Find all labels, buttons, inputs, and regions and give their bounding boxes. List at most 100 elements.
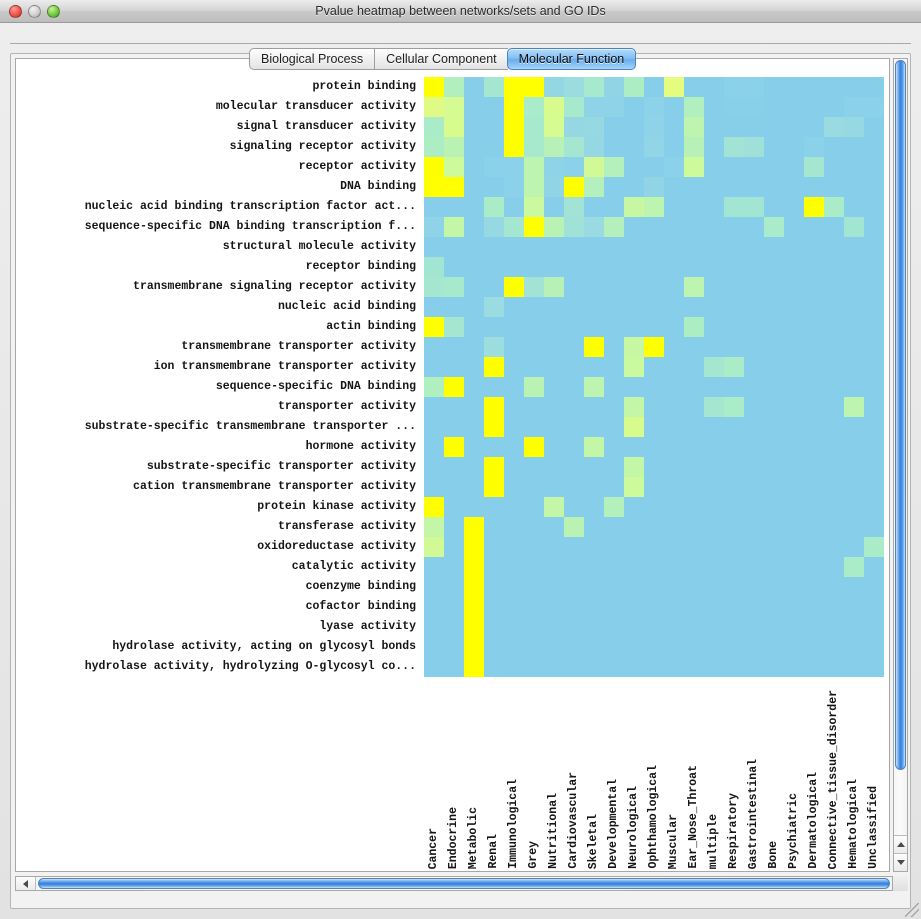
- heatmap-cell[interactable]: [624, 157, 644, 177]
- heatmap-cell[interactable]: [804, 77, 824, 97]
- heatmap-cell[interactable]: [484, 457, 504, 477]
- heatmap-cell[interactable]: [504, 157, 524, 177]
- heatmap-cell[interactable]: [764, 497, 784, 517]
- heatmap-cell[interactable]: [544, 617, 564, 637]
- heatmap-cell[interactable]: [504, 577, 524, 597]
- heatmap-cell[interactable]: [804, 597, 824, 617]
- heatmap-cell[interactable]: [544, 397, 564, 417]
- heatmap-cell[interactable]: [584, 157, 604, 177]
- heatmap-cell[interactable]: [804, 497, 824, 517]
- heatmap-cell[interactable]: [744, 197, 764, 217]
- heatmap-cell[interactable]: [644, 137, 664, 157]
- heatmap-cell[interactable]: [804, 477, 824, 497]
- heatmap-cell[interactable]: [764, 457, 784, 477]
- heatmap-cell[interactable]: [544, 237, 564, 257]
- heatmap-cell[interactable]: [544, 497, 564, 517]
- heatmap-cell[interactable]: [424, 237, 444, 257]
- heatmap-cell[interactable]: [744, 277, 764, 297]
- heatmap-cell[interactable]: [864, 457, 884, 477]
- heatmap-cell[interactable]: [464, 337, 484, 357]
- heatmap-cell[interactable]: [824, 217, 844, 237]
- heatmap-cell[interactable]: [724, 257, 744, 277]
- heatmap-cell[interactable]: [864, 377, 884, 397]
- heatmap-cell[interactable]: [444, 177, 464, 197]
- vertical-scrollbar[interactable]: [893, 58, 908, 872]
- heatmap-cell[interactable]: [604, 497, 624, 517]
- heatmap-cell[interactable]: [544, 417, 564, 437]
- heatmap-cell[interactable]: [844, 117, 864, 137]
- heatmap-cell[interactable]: [624, 437, 644, 457]
- heatmap-cell[interactable]: [744, 177, 764, 197]
- heatmap-cell[interactable]: [744, 637, 764, 657]
- heatmap-cell[interactable]: [584, 637, 604, 657]
- heatmap-cell[interactable]: [564, 237, 584, 257]
- heatmap-cell[interactable]: [824, 317, 844, 337]
- heatmap-cell[interactable]: [584, 277, 604, 297]
- heatmap-cell[interactable]: [464, 457, 484, 477]
- heatmap-cell[interactable]: [424, 497, 444, 517]
- heatmap-cell[interactable]: [684, 337, 704, 357]
- heatmap-cell[interactable]: [484, 197, 504, 217]
- heatmap-cell[interactable]: [424, 397, 444, 417]
- heatmap-cell[interactable]: [444, 557, 464, 577]
- heatmap-cell[interactable]: [784, 117, 804, 137]
- heatmap-cell[interactable]: [544, 377, 564, 397]
- heatmap-cell[interactable]: [564, 97, 584, 117]
- heatmap-cell[interactable]: [824, 617, 844, 637]
- heatmap-cell[interactable]: [844, 477, 864, 497]
- heatmap-cell[interactable]: [424, 117, 444, 137]
- heatmap-cell[interactable]: [484, 77, 504, 97]
- heatmap-cell[interactable]: [464, 257, 484, 277]
- heatmap-cell[interactable]: [624, 477, 644, 497]
- scroll-left-button[interactable]: [16, 877, 36, 890]
- heatmap-cell[interactable]: [564, 157, 584, 177]
- heatmap-cell[interactable]: [444, 77, 464, 97]
- heatmap-cell[interactable]: [524, 277, 544, 297]
- heatmap-cell[interactable]: [524, 497, 544, 517]
- heatmap-cell[interactable]: [644, 397, 664, 417]
- vertical-scrollbar-thumb[interactable]: [895, 60, 906, 770]
- heatmap-cell[interactable]: [444, 597, 464, 617]
- heatmap-cell[interactable]: [584, 117, 604, 137]
- heatmap-cell[interactable]: [504, 457, 524, 477]
- heatmap-cell[interactable]: [444, 617, 464, 637]
- heatmap-cell[interactable]: [644, 77, 664, 97]
- heatmap-cell[interactable]: [564, 357, 584, 377]
- heatmap-cell[interactable]: [824, 257, 844, 277]
- heatmap-cell[interactable]: [704, 397, 724, 417]
- heatmap-cell[interactable]: [744, 557, 764, 577]
- heatmap-cell[interactable]: [604, 437, 624, 457]
- heatmap-cell[interactable]: [744, 317, 764, 337]
- heatmap-cell[interactable]: [744, 657, 764, 677]
- heatmap-cell[interactable]: [624, 597, 644, 617]
- heatmap-cell[interactable]: [504, 317, 524, 337]
- heatmap-cell[interactable]: [764, 337, 784, 357]
- heatmap-cell[interactable]: [564, 137, 584, 157]
- heatmap-cell[interactable]: [824, 417, 844, 437]
- heatmap-cell[interactable]: [624, 377, 644, 397]
- heatmap-cell[interactable]: [684, 357, 704, 377]
- heatmap-cell[interactable]: [524, 97, 544, 117]
- heatmap-cell[interactable]: [584, 457, 604, 477]
- heatmap-cell[interactable]: [464, 597, 484, 617]
- heatmap-cell[interactable]: [744, 157, 764, 177]
- heatmap-cell[interactable]: [544, 517, 564, 537]
- heatmap-cell[interactable]: [604, 377, 624, 397]
- heatmap-cell[interactable]: [744, 437, 764, 457]
- heatmap-cell[interactable]: [664, 557, 684, 577]
- zoom-button[interactable]: [47, 5, 60, 18]
- heatmap-cell[interactable]: [844, 577, 864, 597]
- heatmap-cell[interactable]: [624, 117, 644, 137]
- heatmap-cell[interactable]: [604, 357, 624, 377]
- heatmap-cell[interactable]: [444, 437, 464, 457]
- heatmap-cell[interactable]: [644, 337, 664, 357]
- heatmap-cell[interactable]: [524, 237, 544, 257]
- heatmap-cell[interactable]: [544, 77, 564, 97]
- heatmap-cell[interactable]: [564, 217, 584, 237]
- heatmap-cell[interactable]: [604, 97, 624, 117]
- heatmap-cell[interactable]: [704, 77, 724, 97]
- scroll-down-button[interactable]: [894, 853, 907, 871]
- heatmap-cell[interactable]: [484, 137, 504, 157]
- heatmap-cell[interactable]: [564, 377, 584, 397]
- heatmap-cell[interactable]: [624, 557, 644, 577]
